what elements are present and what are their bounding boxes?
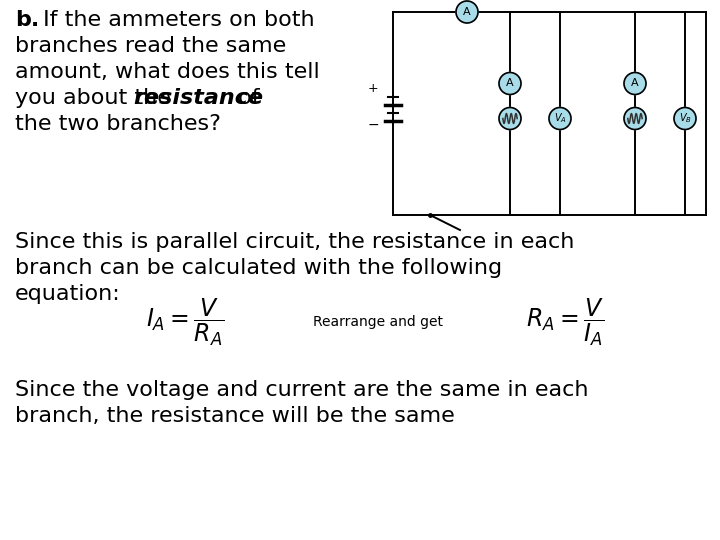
Text: branch, the resistance will be the same: branch, the resistance will be the same [15, 406, 455, 426]
Text: $\mathit{I}_{\mathit{A}} = \dfrac{\mathit{V}}{\mathit{R}_{\mathit{A}}}$: $\mathit{I}_{\mathit{A}} = \dfrac{\mathi… [145, 296, 224, 348]
Text: Rearrange and get: Rearrange and get [313, 315, 443, 329]
Text: of: of [231, 88, 260, 108]
Text: branches read the same: branches read the same [15, 36, 287, 56]
Circle shape [456, 1, 478, 23]
Text: b.: b. [15, 10, 40, 30]
Text: A: A [631, 78, 639, 89]
Text: Since this is parallel circuit, the resistance in each: Since this is parallel circuit, the resi… [15, 232, 575, 252]
Circle shape [674, 107, 696, 130]
Text: amount, what does this tell: amount, what does this tell [15, 62, 320, 82]
Text: If the ammeters on both: If the ammeters on both [36, 10, 315, 30]
Text: the two branches?: the two branches? [15, 114, 221, 134]
Circle shape [624, 107, 646, 130]
Text: $\mathit{R}_{\mathit{A}} = \dfrac{\mathit{V}}{\mathit{I}_{\mathit{A}}}$: $\mathit{R}_{\mathit{A}} = \dfrac{\mathi… [526, 296, 604, 348]
Text: +: + [368, 82, 378, 95]
Text: you about the: you about the [15, 88, 178, 108]
Text: branch can be calculated with the following: branch can be calculated with the follow… [15, 258, 502, 278]
Circle shape [499, 107, 521, 130]
Text: $V_A$: $V_A$ [554, 112, 567, 125]
Text: −: − [367, 118, 379, 132]
Text: Since the voltage and current are the same in each: Since the voltage and current are the sa… [15, 380, 588, 400]
Circle shape [499, 72, 521, 94]
Text: A: A [506, 78, 514, 89]
Text: A: A [463, 7, 471, 17]
Text: resistance: resistance [133, 88, 264, 108]
Text: $V_B$: $V_B$ [678, 112, 691, 125]
Text: equation:: equation: [15, 284, 121, 304]
Circle shape [624, 72, 646, 94]
Circle shape [549, 107, 571, 130]
